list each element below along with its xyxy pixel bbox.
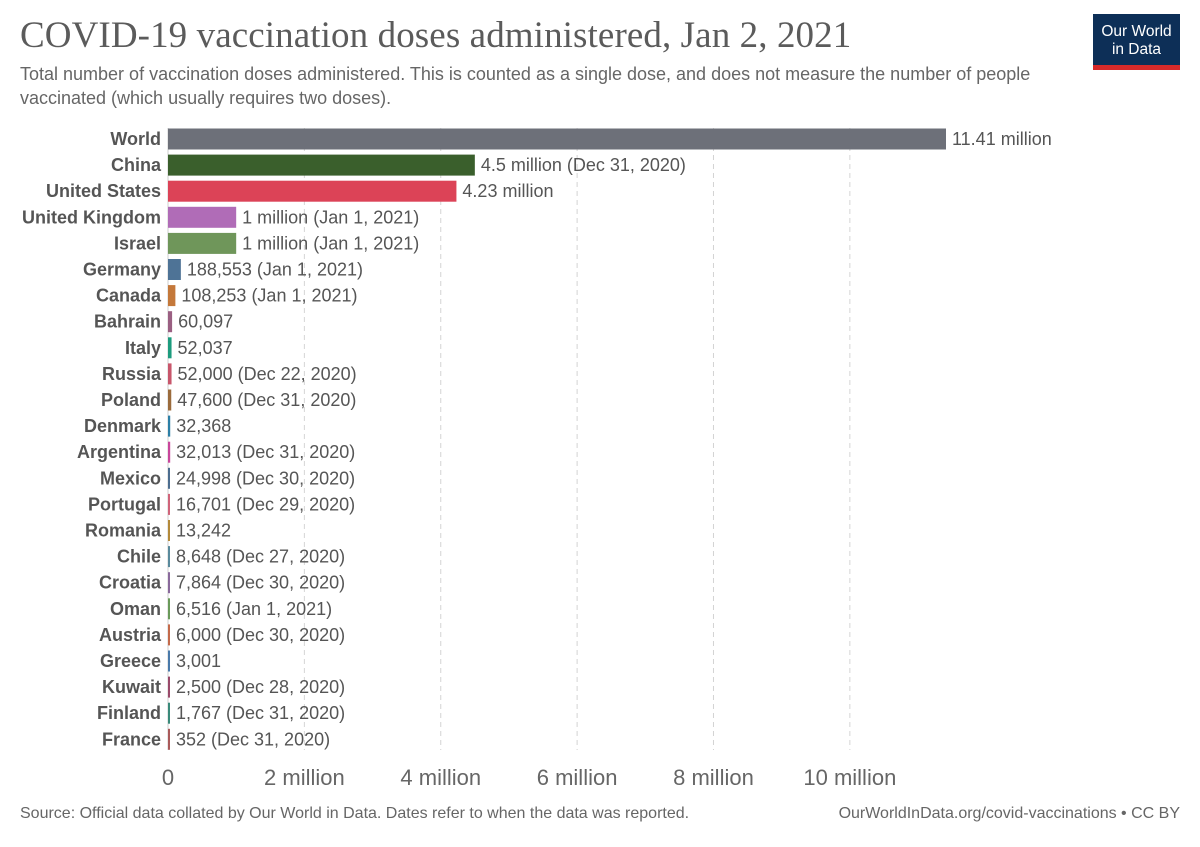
category-label: Kuwait (102, 677, 161, 697)
category-label: World (110, 129, 161, 149)
bar-bahrain (168, 311, 173, 333)
value-label: 4.5 million (Dec 31, 2020) (481, 155, 686, 175)
gridlines (167, 128, 851, 750)
bar-chile (168, 546, 170, 568)
bar-denmark (168, 415, 171, 437)
x-tick-label: 4 million (400, 765, 481, 790)
value-label: 6,000 (Dec 30, 2020) (176, 625, 345, 645)
category-label: Bahrain (94, 312, 161, 332)
category-label: Poland (101, 390, 161, 410)
value-label: 7,864 (Dec 30, 2020) (176, 573, 345, 593)
bar-israel (168, 232, 237, 254)
bar-canada (168, 285, 176, 307)
bar-portugal (168, 493, 170, 515)
bar-argentina (168, 441, 171, 463)
category-label: Greece (100, 651, 161, 671)
bar-croatia (168, 572, 170, 594)
bar-world (168, 128, 946, 150)
bar-oman (168, 598, 170, 620)
value-label: 8,648 (Dec 27, 2020) (176, 547, 345, 567)
category-label: Russia (102, 364, 162, 384)
value-label: 4.23 million (462, 181, 553, 201)
value-label: 60,097 (178, 312, 233, 332)
x-tick-label: 6 million (537, 765, 618, 790)
bar-greece (168, 650, 170, 672)
value-label: 108,253 (Jan 1, 2021) (181, 286, 357, 306)
x-axis: 0 2 million 4 million 6 million 8 million 10 … (162, 765, 896, 790)
category-label: United States (46, 181, 161, 201)
value-label: 13,242 (176, 521, 231, 541)
value-label: 11.41 million (952, 129, 1052, 149)
category-label: Mexico (100, 468, 161, 488)
chart-title: COVID-19 vaccination doses administered,… (20, 15, 852, 56)
category-label: Finland (97, 703, 161, 723)
bar-austria (168, 624, 170, 646)
category-label: China (111, 155, 162, 175)
bar-poland (168, 389, 172, 411)
logo-line-2: in Data (1111, 41, 1162, 58)
bar-finland (168, 702, 170, 724)
bar-united-kingdom (168, 206, 237, 228)
bars: World 11.41 million China 4.5 million (Dec … (22, 128, 1052, 750)
value-label: 47,600 (Dec 31, 2020) (177, 390, 356, 410)
value-label: 188,553 (Jan 1, 2021) (187, 260, 363, 280)
category-label: Argentina (77, 442, 162, 462)
value-label: 16,701 (Dec 29, 2020) (176, 494, 355, 514)
bar-kuwait (168, 676, 170, 698)
value-label: 52,000 (Dec 22, 2020) (178, 364, 357, 384)
category-label: Oman (110, 599, 161, 619)
bar-mexico (168, 467, 170, 489)
value-label: 6,516 (Jan 1, 2021) (176, 599, 332, 619)
category-label: Portugal (88, 494, 161, 514)
x-tick-label: 0 (162, 765, 174, 790)
category-label: Croatia (99, 573, 162, 593)
bar-germany (168, 259, 181, 280)
category-label: Denmark (84, 416, 162, 436)
bar-chart: World 11.41 million China 4.5 million (Dec … (22, 128, 1052, 790)
bar-romania (168, 520, 170, 541)
logo-line-1: Our World (1101, 23, 1172, 40)
value-label: 1,767 (Dec 31, 2020) (176, 703, 345, 723)
source-link[interactable]: OurWorldInData.org/covid-vaccinations • … (838, 805, 1180, 822)
x-tick-label: 10 million (803, 765, 896, 790)
bar-china (168, 154, 475, 176)
category-label: Israel (114, 233, 161, 253)
chart-subtitle: Total number of vaccination doses admini… (20, 64, 1031, 108)
value-label: 32,368 (176, 416, 231, 436)
bar-france (168, 728, 170, 750)
category-label: Chile (117, 547, 161, 567)
category-label: Italy (125, 338, 161, 358)
category-label: United Kingdom (22, 207, 161, 227)
bar-united-states (168, 180, 457, 202)
source-note: Source: Official data collated by Our Wo… (20, 805, 690, 822)
value-label: 3,001 (176, 651, 221, 671)
category-label: Canada (96, 286, 162, 306)
x-tick-label: 8 million (673, 765, 754, 790)
category-label: Romania (85, 521, 162, 541)
category-label: France (102, 729, 161, 749)
bar-russia (168, 363, 172, 385)
value-label: 352 (Dec 31, 2020) (176, 729, 330, 749)
value-label: 1 million (Jan 1, 2021) (242, 233, 419, 253)
our-world-in-data-logo[interactable]: Our World in Data (1093, 14, 1180, 70)
value-label: 52,037 (178, 338, 233, 358)
x-tick-label: 2 million (264, 765, 345, 790)
category-label: Austria (99, 625, 162, 645)
value-label: 2,500 (Dec 28, 2020) (176, 677, 345, 697)
value-label: 1 million (Jan 1, 2021) (242, 207, 419, 227)
value-label: 32,013 (Dec 31, 2020) (176, 442, 355, 462)
bar-italy (168, 337, 172, 359)
value-label: 24,998 (Dec 30, 2020) (176, 468, 355, 488)
category-label: Germany (83, 260, 161, 280)
